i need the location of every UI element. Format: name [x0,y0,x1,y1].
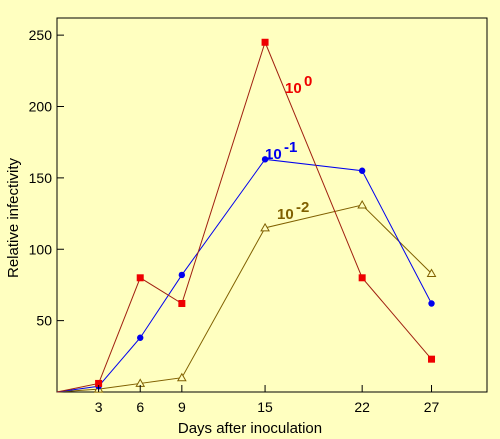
x-tick-label: 22 [354,399,370,415]
plot-frame [56,17,488,393]
series-line [56,40,432,393]
data-point [358,274,366,282]
series-line [56,158,432,393]
data-point [358,167,366,174]
series-label-exponent: 0 [304,73,312,90]
data-point [136,274,144,282]
series-label-exponent: -1 [284,139,297,156]
data-point [176,372,187,382]
y-tick-label: 150 [29,170,53,186]
data-point [426,268,437,278]
y-axis-title: Relative infectivity [5,157,22,278]
y-tick-label: 50 [36,313,52,329]
series-label-exponent: -2 [296,199,309,216]
x-axis-title: Days after inoculation [178,420,322,437]
data-point [95,379,103,387]
data-point [428,300,435,307]
x-tick-label: 3 [95,399,103,415]
data-point [178,299,186,307]
y-tick-label: 250 [29,27,53,43]
y-tick-label: 100 [29,241,53,257]
series-label: 10 [285,80,302,97]
data-point [357,199,368,209]
data-point [261,38,269,46]
data-point [260,222,270,232]
x-tick-label: 27 [424,399,440,415]
data-point [428,355,436,363]
x-tick-label: 9 [178,399,186,415]
series-label: 10 [265,146,282,163]
data-point [178,271,186,279]
x-tick-label: 15 [257,399,273,415]
x-tick-label: 6 [136,399,144,415]
series-label: 10 [277,206,294,223]
data-point [261,156,269,163]
y-tick-label: 200 [29,99,53,115]
series-line [56,204,432,393]
data-point [137,334,144,341]
